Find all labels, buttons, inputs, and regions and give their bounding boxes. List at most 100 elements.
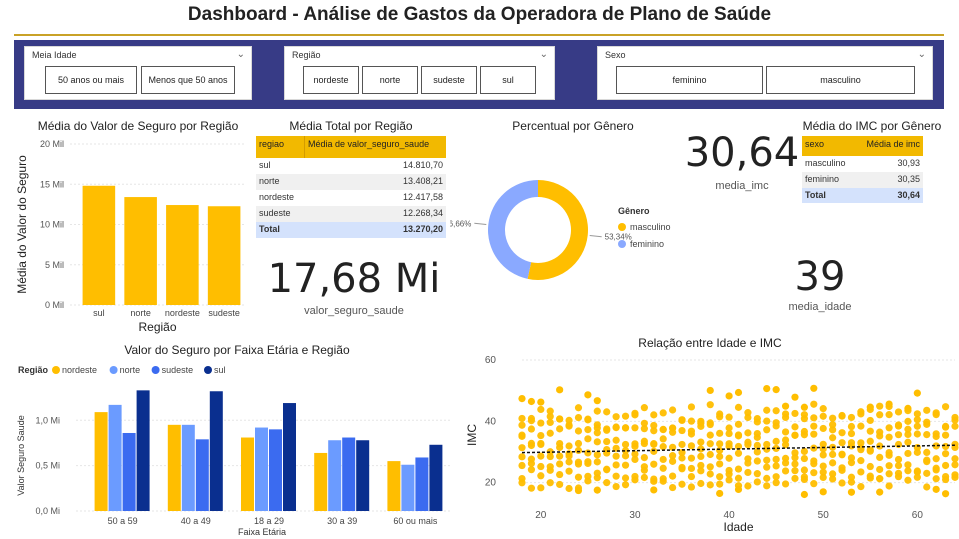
scatter-point bbox=[640, 419, 648, 427]
table-row[interactable]: nordeste 12.417,58 bbox=[256, 190, 446, 206]
legend-title: Região bbox=[18, 365, 49, 375]
scatter-point bbox=[687, 427, 696, 435]
scatter-point bbox=[904, 417, 912, 425]
x-axis-title: Idade bbox=[723, 520, 753, 534]
scatter-point bbox=[565, 458, 573, 466]
scatter-point bbox=[876, 453, 884, 462]
scatter-point bbox=[819, 412, 827, 420]
scatter-point bbox=[556, 439, 564, 448]
scatter-point bbox=[894, 461, 903, 470]
scatter-point bbox=[716, 480, 724, 488]
table-total-row: Total 30,64 bbox=[802, 188, 923, 203]
chart-title: Percentual por Gênero bbox=[512, 119, 634, 133]
scatter-point bbox=[829, 450, 837, 458]
scatter-point bbox=[885, 424, 893, 432]
slicer-option-50-mais[interactable]: 50 anos ou mais bbox=[45, 66, 137, 94]
scatter-point bbox=[640, 463, 648, 471]
scatter-point bbox=[574, 473, 583, 481]
scatter-point bbox=[556, 415, 564, 423]
table-total-row: Total 13.270,20 bbox=[256, 222, 446, 238]
scatter-point bbox=[546, 418, 554, 427]
table-header-cell[interactable]: Média de valor_seguro_saude bbox=[304, 136, 446, 158]
scatter-point bbox=[631, 411, 639, 419]
chevron-down-icon[interactable]: ⌄ bbox=[917, 49, 926, 60]
donut-chart-genero[interactable]: 53,34% 46,66% Gênero masculino feminino bbox=[450, 136, 690, 296]
scatter-point bbox=[791, 423, 799, 431]
bar bbox=[429, 444, 443, 511]
scatter-point bbox=[941, 403, 950, 411]
scatter-point bbox=[584, 415, 592, 423]
scatter-point bbox=[518, 461, 526, 470]
scatter-point bbox=[838, 464, 846, 472]
scatter-point bbox=[876, 488, 884, 496]
chevron-down-icon[interactable]: ⌄ bbox=[539, 49, 548, 60]
table-row[interactable]: masculino 30,93 bbox=[802, 156, 923, 172]
scatter-point bbox=[527, 397, 536, 406]
slicer-option-menos-50[interactable]: Menos que 50 anos bbox=[141, 66, 235, 94]
y-tick-label: 20 Mil bbox=[40, 139, 64, 149]
slicer-option-sudeste[interactable]: sudeste bbox=[421, 66, 477, 94]
scatter-chart-idade-imc[interactable]: 20 40 60 20 30 40 50 60 Idade IMC bbox=[460, 350, 959, 539]
slicer-option-sul[interactable]: sul bbox=[480, 66, 536, 94]
scatter-point bbox=[518, 414, 526, 423]
scatter-point bbox=[706, 463, 714, 471]
bar bbox=[269, 429, 282, 511]
scatter-point bbox=[574, 458, 583, 466]
scatter-point bbox=[913, 410, 921, 418]
table-header-cell[interactable]: Média de imc bbox=[866, 139, 920, 149]
table-header-cell[interactable]: regiao bbox=[259, 139, 285, 149]
scatter-point bbox=[857, 457, 865, 465]
bar-chart-regiao[interactable]: 0 Mil 5 Mil 10 Mil 15 Mil 20 Mil sul norte nord… bbox=[0, 132, 256, 337]
scatter-point bbox=[772, 455, 780, 463]
table-cell: masculino bbox=[805, 158, 846, 168]
scatter-point bbox=[772, 419, 780, 427]
scatter-point bbox=[716, 446, 724, 454]
slicer-option-norte[interactable]: norte bbox=[362, 66, 418, 94]
slicer-option-masculino[interactable]: masculino bbox=[766, 66, 915, 94]
scatter-point bbox=[781, 428, 790, 436]
scatter-point bbox=[847, 454, 856, 462]
table-row[interactable]: sul 14.810,70 bbox=[256, 158, 446, 174]
scatter-point bbox=[894, 408, 903, 416]
scatter-point bbox=[612, 472, 620, 480]
bar bbox=[356, 440, 370, 511]
bar bbox=[94, 412, 108, 511]
scatter-point bbox=[847, 488, 856, 496]
scatter-point bbox=[772, 473, 780, 481]
scatter-point bbox=[904, 404, 912, 412]
scatter-point bbox=[716, 452, 724, 461]
scatter-point bbox=[951, 461, 959, 469]
scatter-point bbox=[640, 437, 648, 445]
scatter-point bbox=[819, 488, 827, 496]
scatter-point bbox=[923, 418, 931, 426]
grouped-bar-chart-faixa[interactable]: Região nordeste norte sudeste sul 0,0 Mi 0,5 M… bbox=[0, 358, 460, 539]
legend-label: sul bbox=[214, 365, 226, 375]
table-header-cell[interactable]: sexo bbox=[805, 139, 825, 149]
scatter-point bbox=[527, 439, 536, 447]
scatter-point bbox=[857, 468, 865, 476]
scatter-point bbox=[904, 467, 912, 475]
scatter-point bbox=[810, 422, 818, 430]
slicer-option-feminino[interactable]: feminino bbox=[616, 66, 763, 94]
scatter-point bbox=[781, 413, 790, 422]
table-row[interactable]: feminino 30,35 bbox=[802, 172, 923, 188]
table-cell: 12.417,58 bbox=[402, 192, 443, 202]
scatter-point bbox=[612, 482, 620, 491]
chart-title: Valor do Seguro por Faixa Etária e Regiã… bbox=[124, 343, 350, 357]
slicer-option-nordeste[interactable]: nordeste bbox=[303, 66, 359, 94]
scatter-point bbox=[913, 389, 921, 397]
table-row[interactable]: norte 13.408,21 bbox=[256, 174, 446, 190]
bar bbox=[181, 424, 195, 511]
scatter-point bbox=[800, 490, 808, 499]
chevron-down-icon[interactable]: ⌄ bbox=[236, 49, 245, 60]
scatter-point bbox=[706, 420, 714, 429]
scatter-point bbox=[537, 398, 545, 406]
scatter-point bbox=[923, 448, 931, 456]
table-imc: sexo Média de imc masculino 30,93 feminino… bbox=[802, 136, 923, 203]
table-row[interactable]: sudeste 12.268,34 bbox=[256, 206, 446, 222]
scatter-point bbox=[716, 473, 724, 481]
scatter-point bbox=[810, 384, 818, 392]
scatter-point bbox=[876, 465, 884, 474]
leader-line bbox=[589, 234, 602, 238]
scatter-point bbox=[678, 448, 686, 457]
